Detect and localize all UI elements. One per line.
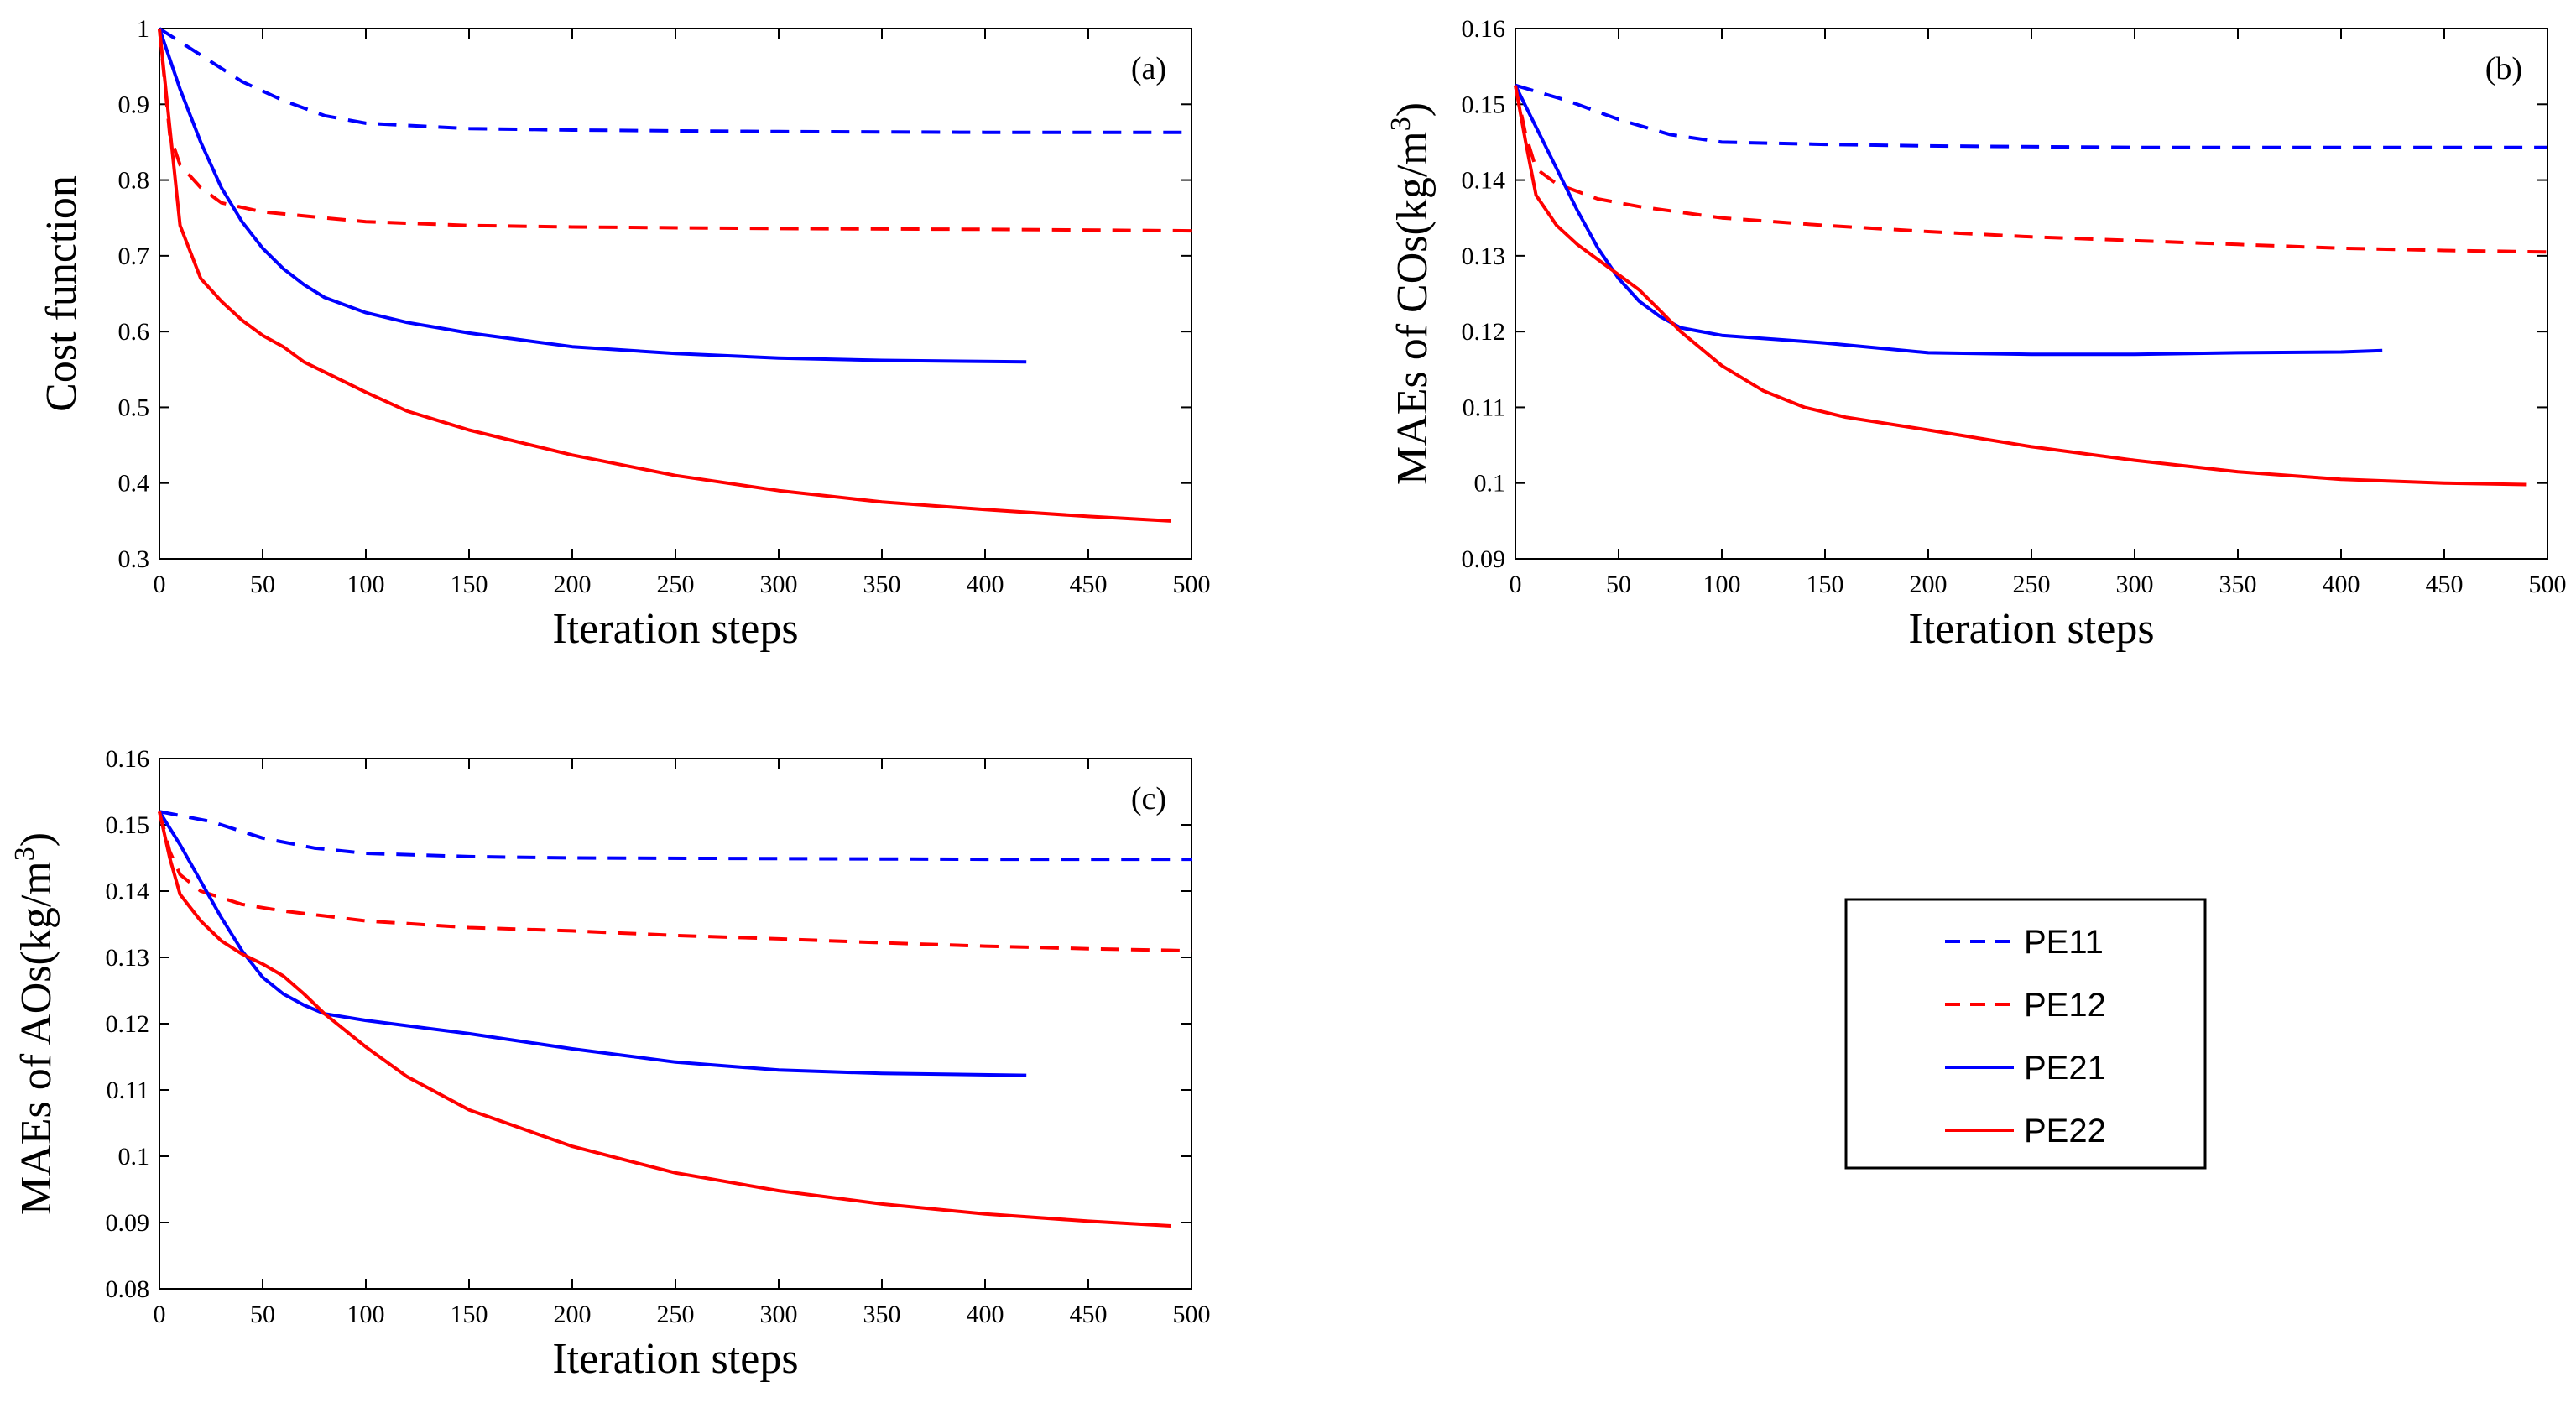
chart-panel-a: 0 50 100 150 200 250 300 350 400 450 500 0.3 0.4 0.5 0… xyxy=(38,15,1211,653)
x-tick-label: 500 xyxy=(2529,571,2567,598)
legend-label-pe11: PE11 xyxy=(2024,924,2104,961)
x-tick-label: 200 xyxy=(554,1301,592,1328)
x-tick-label: 400 xyxy=(967,571,1004,598)
x-tick-label: 400 xyxy=(2323,571,2360,598)
chart-panel-b: 0 50 100 150 200 250 300 350 400 450 500 0.09 0.1 0.1… xyxy=(1385,15,2567,653)
series-line-pe11 xyxy=(159,810,1192,862)
y-tick-label: 0.16 xyxy=(106,745,150,773)
x-tick-label: 200 xyxy=(1910,571,1948,598)
x-tick-label: 50 xyxy=(250,571,275,598)
y-tick-label: 0.7 xyxy=(118,242,150,270)
y-tick-label: 0.14 xyxy=(1462,167,1506,195)
y-tick-label: 0.1 xyxy=(118,1143,150,1171)
y-tick-label: 0.9 xyxy=(118,91,150,118)
x-tick-label: 350 xyxy=(863,571,901,598)
x-tick-label: 450 xyxy=(1070,571,1108,598)
y-tick-label: 0.13 xyxy=(1462,242,1506,270)
x-tick-label: 350 xyxy=(2219,571,2257,598)
x-tick-label: 350 xyxy=(863,1301,901,1328)
y-tick-label: 0.12 xyxy=(1462,318,1506,346)
x-tick-label: 150 xyxy=(451,1301,488,1328)
y-tick-label: 0.14 xyxy=(106,878,150,905)
x-tick-label: 300 xyxy=(760,571,798,598)
y-tick-label: 0.15 xyxy=(106,811,150,839)
y-tick-label: 0.6 xyxy=(118,318,150,346)
y-axis-title: MAEs of AOs(kg/m3) xyxy=(9,832,60,1215)
x-tick-label: 400 xyxy=(967,1301,1004,1328)
y-tick-label: 0.11 xyxy=(1463,394,1505,421)
x-tick-label: 500 xyxy=(1173,1301,1211,1328)
series-line-pe22 xyxy=(1514,85,2527,487)
y-tick-label: 0.8 xyxy=(118,167,150,195)
series-line-pe12 xyxy=(158,28,1192,233)
chart-panel-c: 0 50 100 150 200 250 300 350 400 450 500 0.08 0.09 0.… xyxy=(9,745,1211,1383)
y-tick-label: 0.13 xyxy=(106,944,150,972)
series-line-pe21 xyxy=(158,28,1027,364)
x-tick-label: 250 xyxy=(657,1301,695,1328)
series-line-pe21 xyxy=(1514,84,2383,357)
x-tick-label: 300 xyxy=(760,1301,798,1328)
y-tick-label: 0.12 xyxy=(106,1010,150,1038)
x-tick-label: 0 xyxy=(154,571,166,598)
x-tick-label: 100 xyxy=(347,1301,385,1328)
plot-frame xyxy=(159,28,1192,560)
series-line-pe11 xyxy=(1515,83,2547,149)
legend: PE11 PE12 PE21 PE22 xyxy=(1844,898,2207,1170)
x-axis-title: Iteration steps xyxy=(552,605,798,653)
series-line-pe12 xyxy=(158,811,1192,953)
legend-label-pe21: PE21 xyxy=(2024,1050,2106,1087)
y-tick-label: 0.15 xyxy=(1462,91,1506,118)
series-line-pe22 xyxy=(158,28,1171,523)
x-tick-label: 150 xyxy=(1807,571,1844,598)
x-tick-label: 0 xyxy=(1510,571,1522,598)
y-tick-label: 1 xyxy=(137,15,149,43)
legend-label-pe22: PE22 xyxy=(2024,1113,2106,1150)
x-tick-label: 250 xyxy=(2013,571,2051,598)
plot-frame xyxy=(159,758,1192,1290)
x-tick-label: 500 xyxy=(1173,571,1211,598)
x-tick-label: 50 xyxy=(250,1301,275,1328)
y-tick-label: 0.16 xyxy=(1462,15,1506,43)
plot-frame xyxy=(1515,28,2548,560)
series-line-pe21 xyxy=(158,811,1027,1077)
y-axis-title: Cost function xyxy=(38,175,86,412)
series-line-pe22 xyxy=(158,811,1171,1228)
series-line-pe12 xyxy=(1514,85,2548,254)
y-tick-label: 0.08 xyxy=(106,1275,150,1303)
panel-tag: (c) xyxy=(1131,781,1166,816)
x-tick-label: 300 xyxy=(2116,571,2154,598)
x-tick-label: 100 xyxy=(1703,571,1741,598)
x-tick-label: 0 xyxy=(154,1301,166,1328)
x-tick-label: 450 xyxy=(1070,1301,1108,1328)
y-tick-label: 0.5 xyxy=(118,394,150,421)
series-line-pe11 xyxy=(158,27,1192,134)
x-axis-title: Iteration steps xyxy=(552,1335,798,1383)
x-tick-label: 50 xyxy=(1606,571,1631,598)
y-tick-label: 0.1 xyxy=(1474,470,1506,498)
legend-box xyxy=(1844,898,2207,1170)
x-tick-label: 450 xyxy=(2426,571,2464,598)
x-tick-label: 150 xyxy=(451,571,488,598)
panel-tag: (a) xyxy=(1131,51,1166,86)
y-tick-label: 0.4 xyxy=(118,470,150,498)
x-tick-label: 200 xyxy=(554,571,592,598)
y-tick-label: 0.09 xyxy=(1462,545,1506,573)
y-tick-label: 0.3 xyxy=(118,545,150,573)
x-tick-label: 100 xyxy=(347,571,385,598)
x-tick-label: 250 xyxy=(657,571,695,598)
x-axis-title: Iteration steps xyxy=(1908,605,2154,653)
legend-label-pe12: PE12 xyxy=(2024,987,2106,1024)
y-tick-label: 0.11 xyxy=(107,1077,149,1104)
y-axis-title: MAEs of COs(kg/m3) xyxy=(1385,102,1437,485)
y-tick-label: 0.09 xyxy=(106,1209,150,1237)
panel-tag: (b) xyxy=(2485,51,2522,86)
